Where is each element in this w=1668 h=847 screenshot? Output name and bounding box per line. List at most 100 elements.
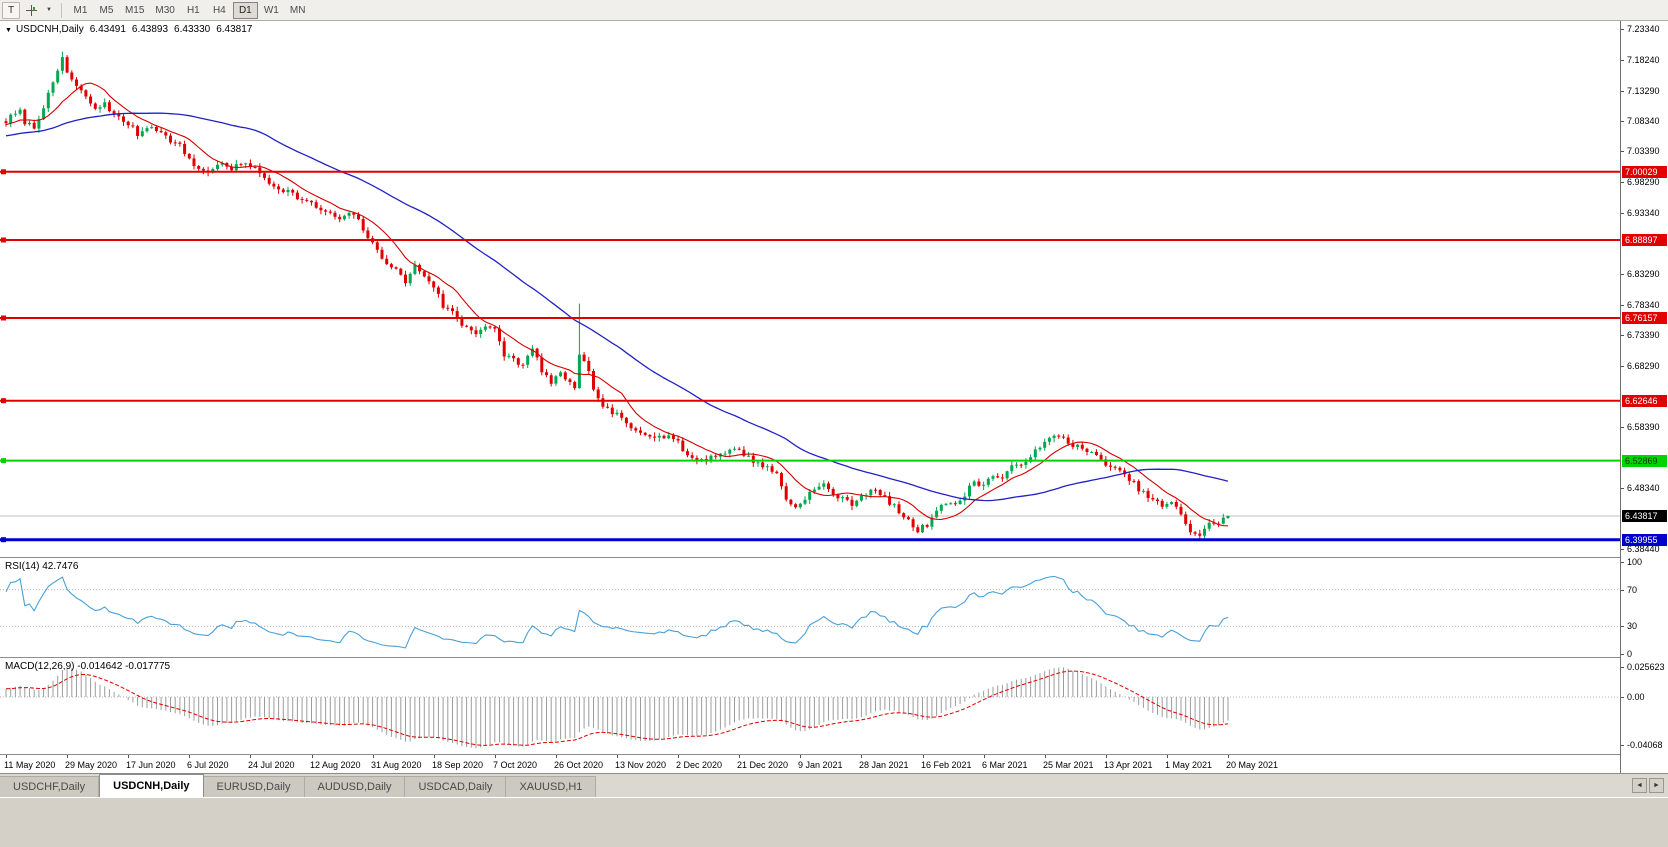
down-candle-bodies: [4, 57, 1221, 536]
rsi-axis-label: 100: [1621, 557, 1642, 568]
date-label: 25 Mar 2021: [1043, 760, 1094, 770]
time-axis-tick: [617, 755, 618, 758]
price-axis-label: 7.18240: [1621, 55, 1660, 66]
date-label: 28 Jan 2021: [859, 760, 909, 770]
chart-tab-usdcad[interactable]: USDCAD,Daily: [405, 776, 507, 797]
macd-histogram: [5, 667, 1229, 749]
price-axis-label: 6.68290: [1621, 361, 1660, 372]
timeframe-button-m15[interactable]: M15: [124, 4, 145, 16]
panel-separator[interactable]: [0, 657, 1620, 658]
timeframe-button-d1[interactable]: D1: [232, 1, 258, 19]
date-label: 7 Oct 2020: [493, 760, 538, 770]
chart-tab-bar: USDCHF,Daily USDCNH,Daily EURUSD,Daily AUDU…: [0, 773, 1668, 797]
quote-symbol: USDCNH,Daily: [15, 24, 84, 35]
timeframe-button-m1[interactable]: M1: [73, 4, 88, 16]
date-label: 21 Dec 2020: [737, 760, 789, 770]
hline-handle[interactable]: [1, 537, 6, 543]
crosshair-icon[interactable]: [22, 2, 41, 19]
date-label: 13 Nov 2020: [615, 760, 667, 770]
rsi-panel-canvas[interactable]: [0, 559, 1620, 657]
tabs-scroll-right-button[interactable]: ►: [1649, 778, 1664, 793]
hline-handle[interactable]: [1, 458, 6, 464]
time-axis-tick: [128, 755, 129, 758]
price-axis-label: 6.48340: [1621, 483, 1660, 494]
date-label: 17 Jun 2020: [126, 760, 176, 770]
timeframe-button-m5[interactable]: M5: [99, 4, 114, 16]
hline-handle[interactable]: [1, 237, 6, 243]
macd-axis-label: -0.04068: [1621, 740, 1663, 751]
chart-tool-button[interactable]: T: [2, 1, 20, 19]
time-axis-tick: [373, 755, 374, 758]
timeframe-button-m30[interactable]: M30: [155, 4, 175, 16]
price-axis-label: 6.38440: [1621, 544, 1660, 555]
dropdown-caret-icon[interactable]: ▼: [46, 7, 52, 13]
date-label: 12 Aug 2020: [310, 760, 361, 770]
time-axis-tick: [678, 755, 679, 758]
quote-open: 6.43491: [89, 24, 126, 35]
rsi-axis-label: 30: [1621, 621, 1637, 632]
chart-tab-xauusd[interactable]: XAUUSD,H1: [506, 776, 597, 797]
price-badge-6.76157: 6.76157: [1622, 312, 1667, 324]
date-label: 13 Apr 2021: [1104, 760, 1153, 770]
quote-high: 6.43893: [131, 24, 169, 35]
time-axis-tick: [312, 755, 313, 758]
rsi-axis-label: 70: [1621, 585, 1637, 596]
timeframe-button-w1[interactable]: W1: [263, 4, 279, 16]
time-axis-tick: [556, 755, 557, 758]
main-chart-canvas[interactable]: [0, 21, 1620, 557]
rsi-axis-label: 0: [1621, 649, 1632, 660]
time-axis-tick: [739, 755, 740, 758]
timeframe-button-mn[interactable]: MN: [289, 4, 306, 16]
date-label: 29 May 2020: [65, 760, 118, 770]
tabs-scroll-left-button[interactable]: ◄: [1632, 778, 1647, 793]
time-axis-tick: [495, 755, 496, 758]
date-label: 20 May 2021: [1226, 760, 1279, 770]
date-label: 31 Aug 2020: [371, 760, 422, 770]
price-badge-6.62646: 6.62646: [1622, 395, 1667, 407]
macd-label: MACD(12,26,9) -0.014642 -0.017775: [5, 661, 171, 672]
chart-quote-header: ▼ USDCNH,Daily 6.43491 6.43893 6.43330 6.4381…: [5, 24, 252, 35]
hline-handle[interactable]: [1, 398, 6, 404]
current-price-badge: 6.43817: [1622, 510, 1667, 522]
time-axis-tick: [1106, 755, 1107, 758]
timeframe-button-h1[interactable]: H1: [186, 4, 200, 16]
price-axis[interactable]: 7.23340 7.18240 7.13290 7.08340 7.03390 6.982…: [1620, 21, 1668, 773]
time-axis-tick: [250, 755, 251, 758]
hline-handle[interactable]: [1, 169, 6, 175]
chart-window[interactable]: ▼ USDCNH,Daily 6.43491 6.43893 6.43330 6.4381…: [0, 21, 1668, 773]
date-label: 6 Jul 2020: [187, 760, 229, 770]
time-axis-tick: [1167, 755, 1168, 758]
macd-axis-label: 0.025623: [1621, 662, 1665, 673]
time-axis-tick: [6, 755, 7, 758]
panel-separator[interactable]: [0, 557, 1620, 558]
chart-tab-eurusd[interactable]: EURUSD,Daily: [203, 776, 305, 797]
time-axis-tick: [189, 755, 190, 758]
time-axis-tick: [984, 755, 985, 758]
time-axis-tick: [1045, 755, 1046, 758]
price-axis-label: 7.23340: [1621, 24, 1660, 35]
date-label: 18 Sep 2020: [432, 760, 484, 770]
price-axis-label: 6.83290: [1621, 269, 1660, 280]
date-label: 9 Jan 2021: [798, 760, 843, 770]
hline-handle[interactable]: [1, 315, 6, 321]
price-axis-label: 6.98290: [1621, 177, 1660, 188]
rsi-line: [5, 575, 1229, 649]
ma-slow-line: [5, 112, 1229, 502]
time-axis[interactable]: 11 May 2020 29 May 2020 17 Jun 2020 6 Jul 2…: [0, 755, 1620, 773]
price-axis-label: 7.03390: [1621, 146, 1660, 157]
rsi-label: RSI(14) 42.7476: [5, 561, 79, 572]
timeframe-button-h4[interactable]: H4: [212, 4, 226, 16]
time-axis-tick: [434, 755, 435, 758]
time-axis-tick: [923, 755, 924, 758]
chart-tab-usdchf[interactable]: USDCHF,Daily: [0, 776, 100, 797]
price-badge-6.39955: 6.39955: [1622, 534, 1667, 546]
date-label: 24 Jul 2020: [248, 760, 295, 770]
price-badge-7.00029: 7.00029: [1622, 166, 1667, 178]
up-candle-wicks: [10, 51, 1229, 539]
time-axis-tick: [861, 755, 862, 758]
chart-tab-audusd[interactable]: AUDUSD,Daily: [304, 776, 406, 797]
quote-low: 6.43330: [174, 24, 211, 35]
collapse-chart-icon[interactable]: ▼: [5, 27, 12, 34]
macd-panel-canvas[interactable]: [0, 659, 1620, 754]
chart-tab-usdcnh[interactable]: USDCNH,Daily: [99, 774, 204, 797]
